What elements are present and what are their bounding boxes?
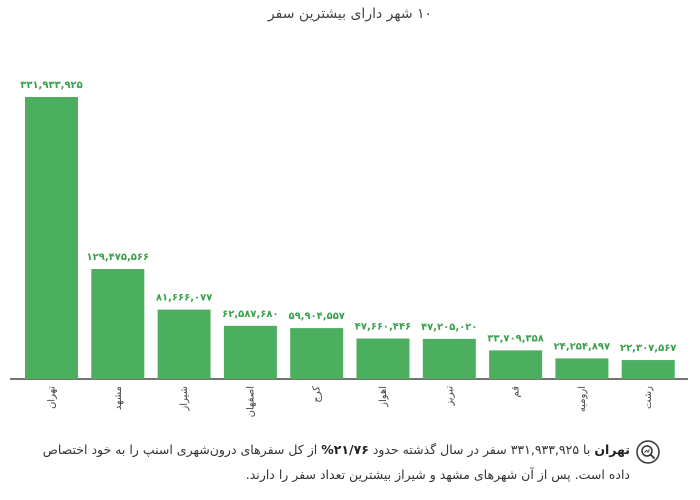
value-label-2: ۸۱,۶۶۶,۰۷۷ bbox=[156, 293, 212, 304]
bar-7 bbox=[489, 350, 543, 379]
value-label-5: ۴۷,۶۶۰,۴۴۶ bbox=[355, 322, 411, 333]
bar-9 bbox=[621, 360, 675, 379]
category-label-8: ارومیه bbox=[577, 386, 588, 412]
value-label-3: ۶۲,۵۸۷,۶۸۰ bbox=[222, 309, 278, 320]
value-label-9: ۲۲,۳۰۷,۵۶۷ bbox=[620, 343, 676, 354]
caption-percent: ۲۱/۷۶% bbox=[321, 442, 369, 457]
bar-5 bbox=[356, 338, 410, 379]
category-label-7: قم bbox=[511, 386, 522, 398]
chart-caption: تهران با ۳۳۱,۹۳۳,۹۲۵ سفر در سال گذشته حد… bbox=[30, 437, 630, 487]
category-label-0: تهران bbox=[47, 386, 58, 409]
caption-text-1: با ۳۳۱,۹۳۳,۹۲۵ سفر در سال گذشته حدود bbox=[368, 442, 595, 457]
bar-0 bbox=[25, 97, 78, 379]
chart-title: ۱۰ شهر دارای بیشترین سفر bbox=[267, 6, 433, 22]
value-label-0: ۳۳۱,۹۳۳,۹۲۵ bbox=[20, 80, 83, 91]
bar-4 bbox=[290, 328, 344, 379]
value-label-7: ۳۳,۷۰۹,۳۵۸ bbox=[487, 333, 543, 344]
category-label-2: شیراز bbox=[179, 386, 190, 412]
category-label-1: مشهد bbox=[113, 386, 124, 410]
category-label-3: اصفهان bbox=[245, 386, 256, 417]
category-label-4: کرج bbox=[312, 386, 323, 403]
category-label-9: رشت bbox=[643, 386, 654, 409]
bar-2 bbox=[157, 309, 211, 379]
search-chart-icon bbox=[636, 440, 660, 464]
bar-8 bbox=[555, 358, 609, 379]
bar-chart: ۳۳۱,۹۳۳,۹۲۵ تهران ۱۲۹,۴۷۵,۵۶۶ مشهد ۸۱,۶۶۶,۰۷… bbox=[10, 80, 688, 417]
caption-text-2: از کل سفرهای درون‌شهری اسنپ را به خود اخ… bbox=[42, 442, 630, 482]
caption-city: تهران bbox=[594, 442, 630, 457]
category-label-5: اهواز bbox=[378, 386, 389, 408]
bar-6 bbox=[422, 338, 476, 379]
category-label-6: تبریز bbox=[444, 386, 455, 407]
value-label-1: ۱۲۹,۴۷۵,۵۶۶ bbox=[87, 252, 150, 263]
bar-3 bbox=[223, 325, 277, 379]
value-label-4: ۵۹,۹۰۴,۵۵۷ bbox=[288, 311, 344, 322]
value-label-6: ۴۷,۲۰۵,۰۲۰ bbox=[421, 322, 477, 333]
value-label-8: ۲۴,۲۵۴,۸۹۷ bbox=[554, 341, 610, 352]
bar-1 bbox=[91, 269, 145, 379]
